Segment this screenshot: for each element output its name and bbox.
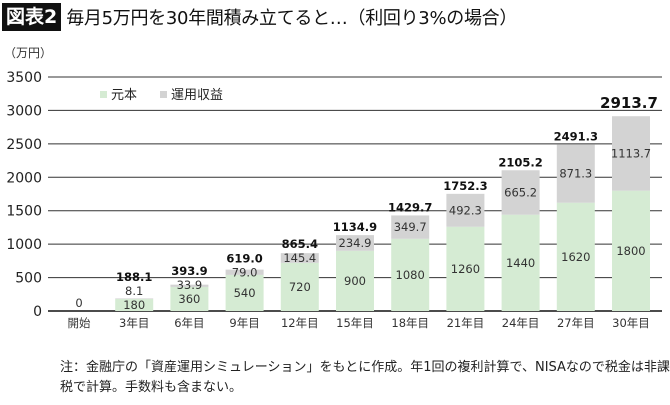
footnote: 注：金融庁の「資産運用シミュレーション」をもとに作成。年1回の複利計算で、NIS… [60,360,670,395]
principal-label: 1800 [616,244,645,258]
gain-label: 145.4 [283,251,316,265]
legend-label: 元本 [111,88,137,103]
gain-label: 1113.7 [611,146,651,160]
bar-principal [501,214,540,311]
x-tick-label: 12年目 [281,316,319,330]
total-label: 2913.7 [600,94,658,112]
total-label: 865.4 [282,237,318,251]
total-label: 619.0 [226,251,262,265]
legend-swatch-gain [160,91,167,98]
principal-label: 360 [178,292,200,306]
gain-label: 492.3 [449,203,482,217]
total-label: 1752.3 [443,179,487,193]
x-tick-label: 24年目 [502,316,540,330]
x-tick-label: 15年目 [336,316,374,330]
total-label: 1134.9 [333,220,377,234]
bar-principal [225,274,264,311]
total-label: 2491.3 [554,129,598,143]
total-label: 188.1 [116,270,152,284]
bar-principal [170,286,209,311]
bar-principal [115,298,154,311]
x-tick-label: 30年目 [612,316,650,330]
gain-label: 33.9 [177,278,203,292]
bar-principal [612,190,650,311]
gain-label: 79.0 [232,265,258,279]
total-label: 393.9 [171,264,207,278]
y-tick-label: 3000 [6,103,42,119]
chart-title: 図表2 毎月5万円を30年間積み立てると…（利回り3%の場合） [2,2,517,32]
x-tick-label: 3年目 [119,316,149,330]
principal-label: 900 [344,274,366,288]
bar-gain [280,253,319,263]
y-axis-unit: （万円） [4,46,53,60]
gain-label: 349.7 [394,220,427,234]
gain-label: 871.3 [559,167,592,181]
y-tick-label: 0 [33,304,42,320]
principal-label: 1620 [561,250,590,264]
bar-gain [170,284,209,287]
bar-gain [612,116,650,191]
bar-gain [501,170,540,215]
y-tick-label: 3500 [6,70,42,86]
bar-gain [225,269,264,275]
y-tick-label: 2500 [6,137,42,153]
bar-gain [336,235,374,251]
x-tick-label: 6年目 [174,316,204,330]
gain-label: 8.1 [125,284,143,298]
x-tick-label: 開始 [68,316,91,330]
total-label: 0 [75,296,82,310]
principal-label: 180 [123,298,145,312]
bar-principal [556,202,595,311]
total-label: 2105.2 [498,155,542,169]
title-text: 毎月5万円を30年間積み立てると…（利回り3%の場合） [66,8,518,29]
figure-badge: 図表2 [2,3,62,31]
y-tick-label: 1500 [6,204,42,220]
x-tick-label: 21年目 [447,316,485,330]
bar-principal [391,238,430,311]
gain-label: 665.2 [504,185,537,199]
principal-label: 540 [234,286,256,300]
principal-label: 1260 [451,262,480,276]
bar-gain [446,193,485,227]
principal-label: 1080 [396,268,425,282]
gain-label: 234.9 [339,236,372,250]
legend-swatch-principal [100,91,107,98]
principal-label: 720 [289,280,311,294]
principal-label: 1440 [506,256,535,270]
x-tick-label: 27年目 [557,316,595,330]
x-tick-label: 9年目 [229,316,259,330]
bar-gain [556,144,595,203]
y-tick-label: 1000 [6,237,42,253]
bar-principal [446,226,485,311]
total-label: 1429.7 [388,200,432,214]
bar-principal [336,250,374,311]
x-tick-label: 18年目 [391,316,429,330]
bar-principal [280,262,319,311]
legend-label: 運用収益 [171,88,223,103]
y-tick-label: 500 [15,271,42,287]
bar-gain [115,298,154,299]
y-tick-label: 2000 [6,170,42,186]
bar-gain [391,215,430,239]
